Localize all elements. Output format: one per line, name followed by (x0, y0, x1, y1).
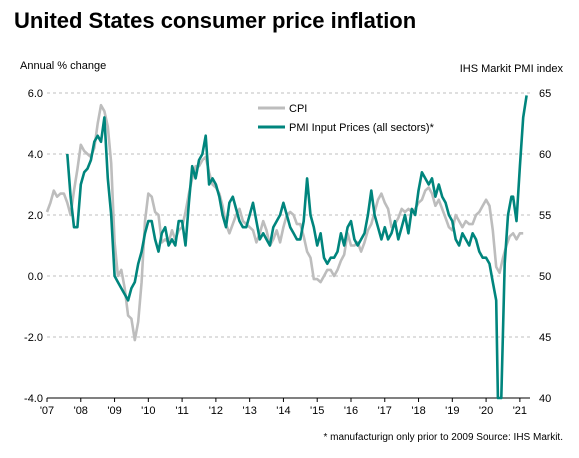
legend-label-cpi: CPI (289, 103, 307, 115)
x-tick-label: '08 (74, 405, 88, 417)
y-right-tick-label: 40 (539, 393, 551, 405)
x-tick-label: '10 (141, 405, 155, 417)
y-left-tick-label: 0.0 (28, 271, 43, 283)
y-right-tick-label: 60 (539, 149, 551, 161)
y-left-tick-label: 2.0 (28, 210, 43, 222)
y-left-tick-label: -2.0 (24, 332, 43, 344)
y-right-tick-label: 65 (539, 88, 551, 100)
x-tick-label: '07 (40, 405, 54, 417)
x-tick-label: '12 (209, 405, 223, 417)
series-line-cpi (45, 103, 524, 342)
series-line-pmi-input-prices (66, 95, 528, 400)
left-axis-label: Annual % change (20, 60, 107, 72)
y-right-tick-label: 50 (539, 271, 551, 283)
x-tick-label: '09 (107, 405, 121, 417)
x-tick-label: '18 (411, 405, 425, 417)
right-axis-label: IHS Markit PMI index (459, 63, 563, 75)
chart-title: United States consumer price inflation (14, 8, 417, 33)
series-lines (45, 95, 528, 400)
x-tick-label: '20 (479, 405, 493, 417)
y-left-tick-label: 6.0 (28, 88, 43, 100)
x-tick-label: '13 (242, 405, 256, 417)
x-tick-label: '21 (513, 405, 527, 417)
y-right-tick-label: 45 (539, 332, 551, 344)
axes: -4.0 -2.0 0.0 2.0 4.0 6.0 40 45 50 55 60 65 '07 '08 '0… (24, 88, 551, 417)
source-footnote: * manufacturign only prior to 2009 Sourc… (323, 432, 563, 443)
x-tick-label: '14 (276, 405, 290, 417)
x-tick-label: '11 (175, 405, 189, 417)
x-tick-label: '15 (310, 405, 324, 417)
y-left-tick-label: 4.0 (28, 149, 43, 161)
y-right-tick-label: 55 (539, 210, 551, 222)
legend-label-pmi-input-prices: PMI Input Prices (all sectors)* (289, 122, 435, 134)
x-tick-label: '16 (344, 405, 358, 417)
legend: CPI PMI Input Prices (all sectors)* (258, 103, 435, 134)
x-tick-label: '19 (445, 405, 459, 417)
y-left-tick-label: -4.0 (24, 393, 43, 405)
x-tick-label: '17 (378, 405, 392, 417)
